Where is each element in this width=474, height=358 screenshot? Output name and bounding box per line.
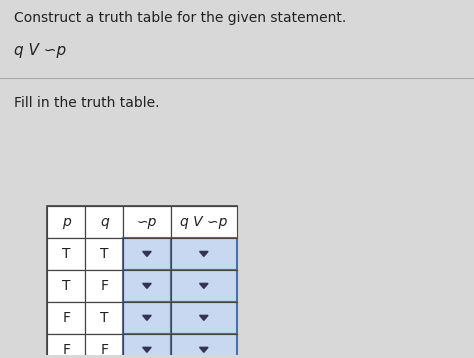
Bar [47, 302, 85, 334]
Bar [123, 270, 171, 302]
Bar [47, 206, 85, 238]
Text: Construct a truth table for the given statement.: Construct a truth table for the given st… [14, 11, 346, 25]
Bar [171, 270, 237, 302]
Text: F: F [100, 279, 108, 293]
Text: p: p [62, 215, 71, 229]
Bar [85, 302, 123, 334]
Bar [47, 334, 85, 358]
Polygon shape [200, 284, 208, 289]
Polygon shape [200, 251, 208, 256]
Text: Fill in the truth table.: Fill in the truth table. [14, 96, 160, 110]
Bar [85, 270, 123, 302]
Text: T: T [62, 279, 71, 293]
Bar [47, 206, 237, 358]
Text: F: F [63, 343, 70, 357]
Text: q V ∽p: q V ∽p [14, 43, 66, 58]
Bar [47, 270, 85, 302]
Bar [123, 206, 171, 238]
Bar [171, 238, 237, 270]
Text: q V ∽p: q V ∽p [180, 215, 228, 229]
Bar [47, 238, 85, 270]
Bar [171, 302, 237, 334]
Polygon shape [143, 284, 151, 289]
Bar [123, 334, 171, 358]
Polygon shape [143, 315, 151, 320]
Text: F: F [63, 311, 70, 325]
Text: ∽p: ∽p [137, 215, 157, 229]
Bar [85, 238, 123, 270]
Bar [85, 206, 123, 238]
Bar [171, 206, 237, 238]
Text: q: q [100, 215, 109, 229]
Text: T: T [100, 247, 109, 261]
Text: F: F [100, 343, 108, 357]
Polygon shape [143, 347, 151, 352]
Polygon shape [200, 347, 208, 352]
Bar [85, 334, 123, 358]
Bar [171, 334, 237, 358]
Bar [123, 302, 171, 334]
Polygon shape [200, 315, 208, 320]
Polygon shape [143, 251, 151, 256]
Text: T: T [62, 247, 71, 261]
Text: T: T [100, 311, 109, 325]
Bar [123, 238, 171, 270]
